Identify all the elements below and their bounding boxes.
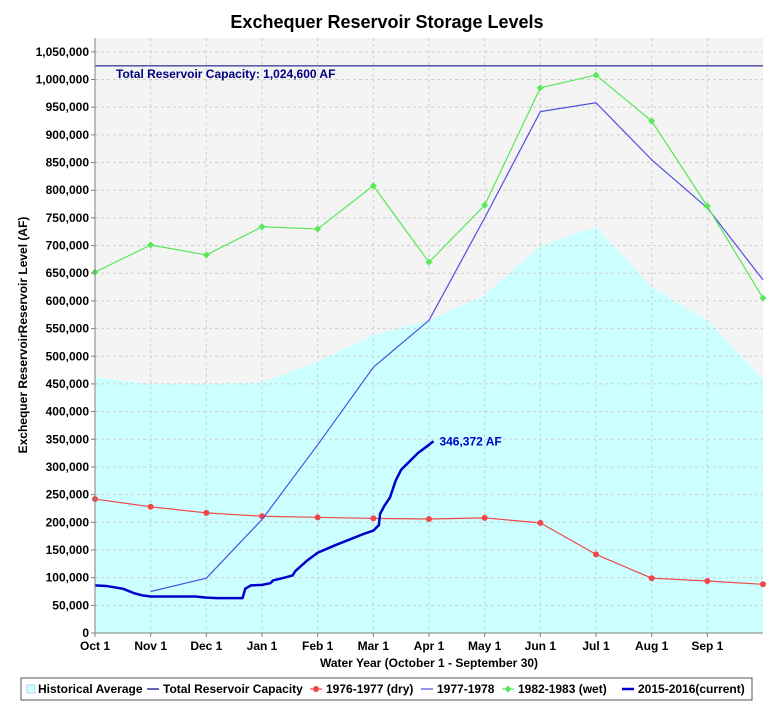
point-wet xyxy=(592,71,600,79)
capacity-group: Total Reservoir Capacity: 1,024,600 AF xyxy=(95,65,763,81)
chart-title: Exchequer Reservoir Storage Levels xyxy=(230,12,543,32)
point-dry xyxy=(760,581,766,588)
capacity-label: Total Reservoir Capacity: 1,024,600 AF xyxy=(116,67,335,81)
point-wet xyxy=(536,84,544,92)
y-axis-ticks: 0 50,000 100,000 150,000 200,000 250,000 300,0… xyxy=(36,45,95,640)
x-tick-label: Aug 1 xyxy=(635,639,669,653)
y-tick-label: 500,000 xyxy=(46,349,90,363)
point-dry xyxy=(537,519,544,526)
x-tick-label: Nov 1 xyxy=(134,639,167,653)
point-wet xyxy=(648,117,656,125)
point-wet xyxy=(425,258,433,266)
y-tick-label: 450,000 xyxy=(46,377,90,391)
point-wet xyxy=(703,202,711,210)
point-wet xyxy=(759,294,767,302)
point-dry xyxy=(314,514,321,521)
legend: Historical Average Total Reservoir Capaci… xyxy=(26,682,745,696)
point-wet xyxy=(147,241,155,249)
point-wet xyxy=(481,201,489,209)
point-dry xyxy=(426,515,432,522)
x-tick-label: Dec 1 xyxy=(190,639,222,653)
y-tick-label: 400,000 xyxy=(46,405,90,419)
legend-box xyxy=(20,677,753,701)
y-tick-label: 800,000 xyxy=(46,183,90,197)
legend-label: 1976-1977 (dry) xyxy=(326,682,413,696)
y-tick-label: 100,000 xyxy=(46,571,90,585)
point-wet xyxy=(369,182,377,190)
point-dry xyxy=(370,515,377,522)
point-dry xyxy=(648,575,655,582)
legend-label: Historical Average xyxy=(38,682,143,696)
y-tick-label: 1,050,000 xyxy=(36,45,90,59)
legend-marker xyxy=(313,686,319,692)
y-tick-label: 300,000 xyxy=(46,460,90,474)
y-tick-label: 550,000 xyxy=(46,322,90,336)
y-tick-label: 350,000 xyxy=(46,432,90,446)
legend-swatch xyxy=(26,684,36,694)
series-line-3 xyxy=(94,440,435,600)
legend-label: 1982-1983 (wet) xyxy=(518,682,607,696)
point-wet xyxy=(202,251,210,259)
y-tick-label: 950,000 xyxy=(46,100,90,114)
legend-label: 2015-2016(current) xyxy=(638,682,745,696)
x-tick-label: Mar 1 xyxy=(358,639,390,653)
x-tick-label: Feb 1 xyxy=(302,639,334,653)
x-tick-label: Jan 1 xyxy=(247,639,278,653)
x-tick-label: May 1 xyxy=(468,639,502,653)
x-tick-label: Apr 1 xyxy=(414,639,445,653)
point-wet xyxy=(258,223,266,231)
x-axis-ticks: Oct 1 Nov 1 Dec 1 Jan 1 Feb 1 Mar 1 Apr 1 May 1… xyxy=(80,633,724,653)
series-line-1 xyxy=(150,102,764,593)
y-tick-label: 850,000 xyxy=(46,156,90,170)
x-tick-label: Sep 1 xyxy=(691,639,723,653)
current-end-label: 346,372 AF xyxy=(439,434,501,448)
y-tick-label: 150,000 xyxy=(46,543,90,557)
y-tick-label: 0 xyxy=(82,626,89,640)
point-dry xyxy=(704,577,711,584)
point-dry xyxy=(147,503,154,510)
point-wet xyxy=(314,225,322,233)
legend-label: Total Reservoir Capacity xyxy=(163,682,303,696)
x-tick-label: Oct 1 xyxy=(80,639,110,653)
x-tick-label: Jul 1 xyxy=(582,639,610,653)
y-tick-label: 650,000 xyxy=(46,266,90,280)
legend-marker xyxy=(504,685,512,693)
y-tick-label: 50,000 xyxy=(52,598,89,612)
point-dry xyxy=(593,551,599,558)
y-tick-label: 750,000 xyxy=(46,211,90,225)
y-tick-label: 600,000 xyxy=(46,294,90,308)
y-tick-label: 200,000 xyxy=(46,515,90,529)
x-tick-label: Jun 1 xyxy=(525,639,557,653)
x-axis-label: Water Year (October 1 - September 30) xyxy=(320,656,538,670)
series-group: 346,372 AF xyxy=(91,71,767,600)
y-tick-label: 250,000 xyxy=(46,488,90,502)
y-axis-label: Exchequer ReservoirReservoir Level (AF) xyxy=(16,217,30,454)
legend-label: 1977-1978 xyxy=(437,682,495,696)
point-dry xyxy=(203,509,210,516)
y-tick-label: 900,000 xyxy=(46,128,90,142)
y-tick-label: 1,000,000 xyxy=(36,73,90,87)
point-dry xyxy=(481,514,488,521)
y-tick-label: 700,000 xyxy=(46,239,90,253)
